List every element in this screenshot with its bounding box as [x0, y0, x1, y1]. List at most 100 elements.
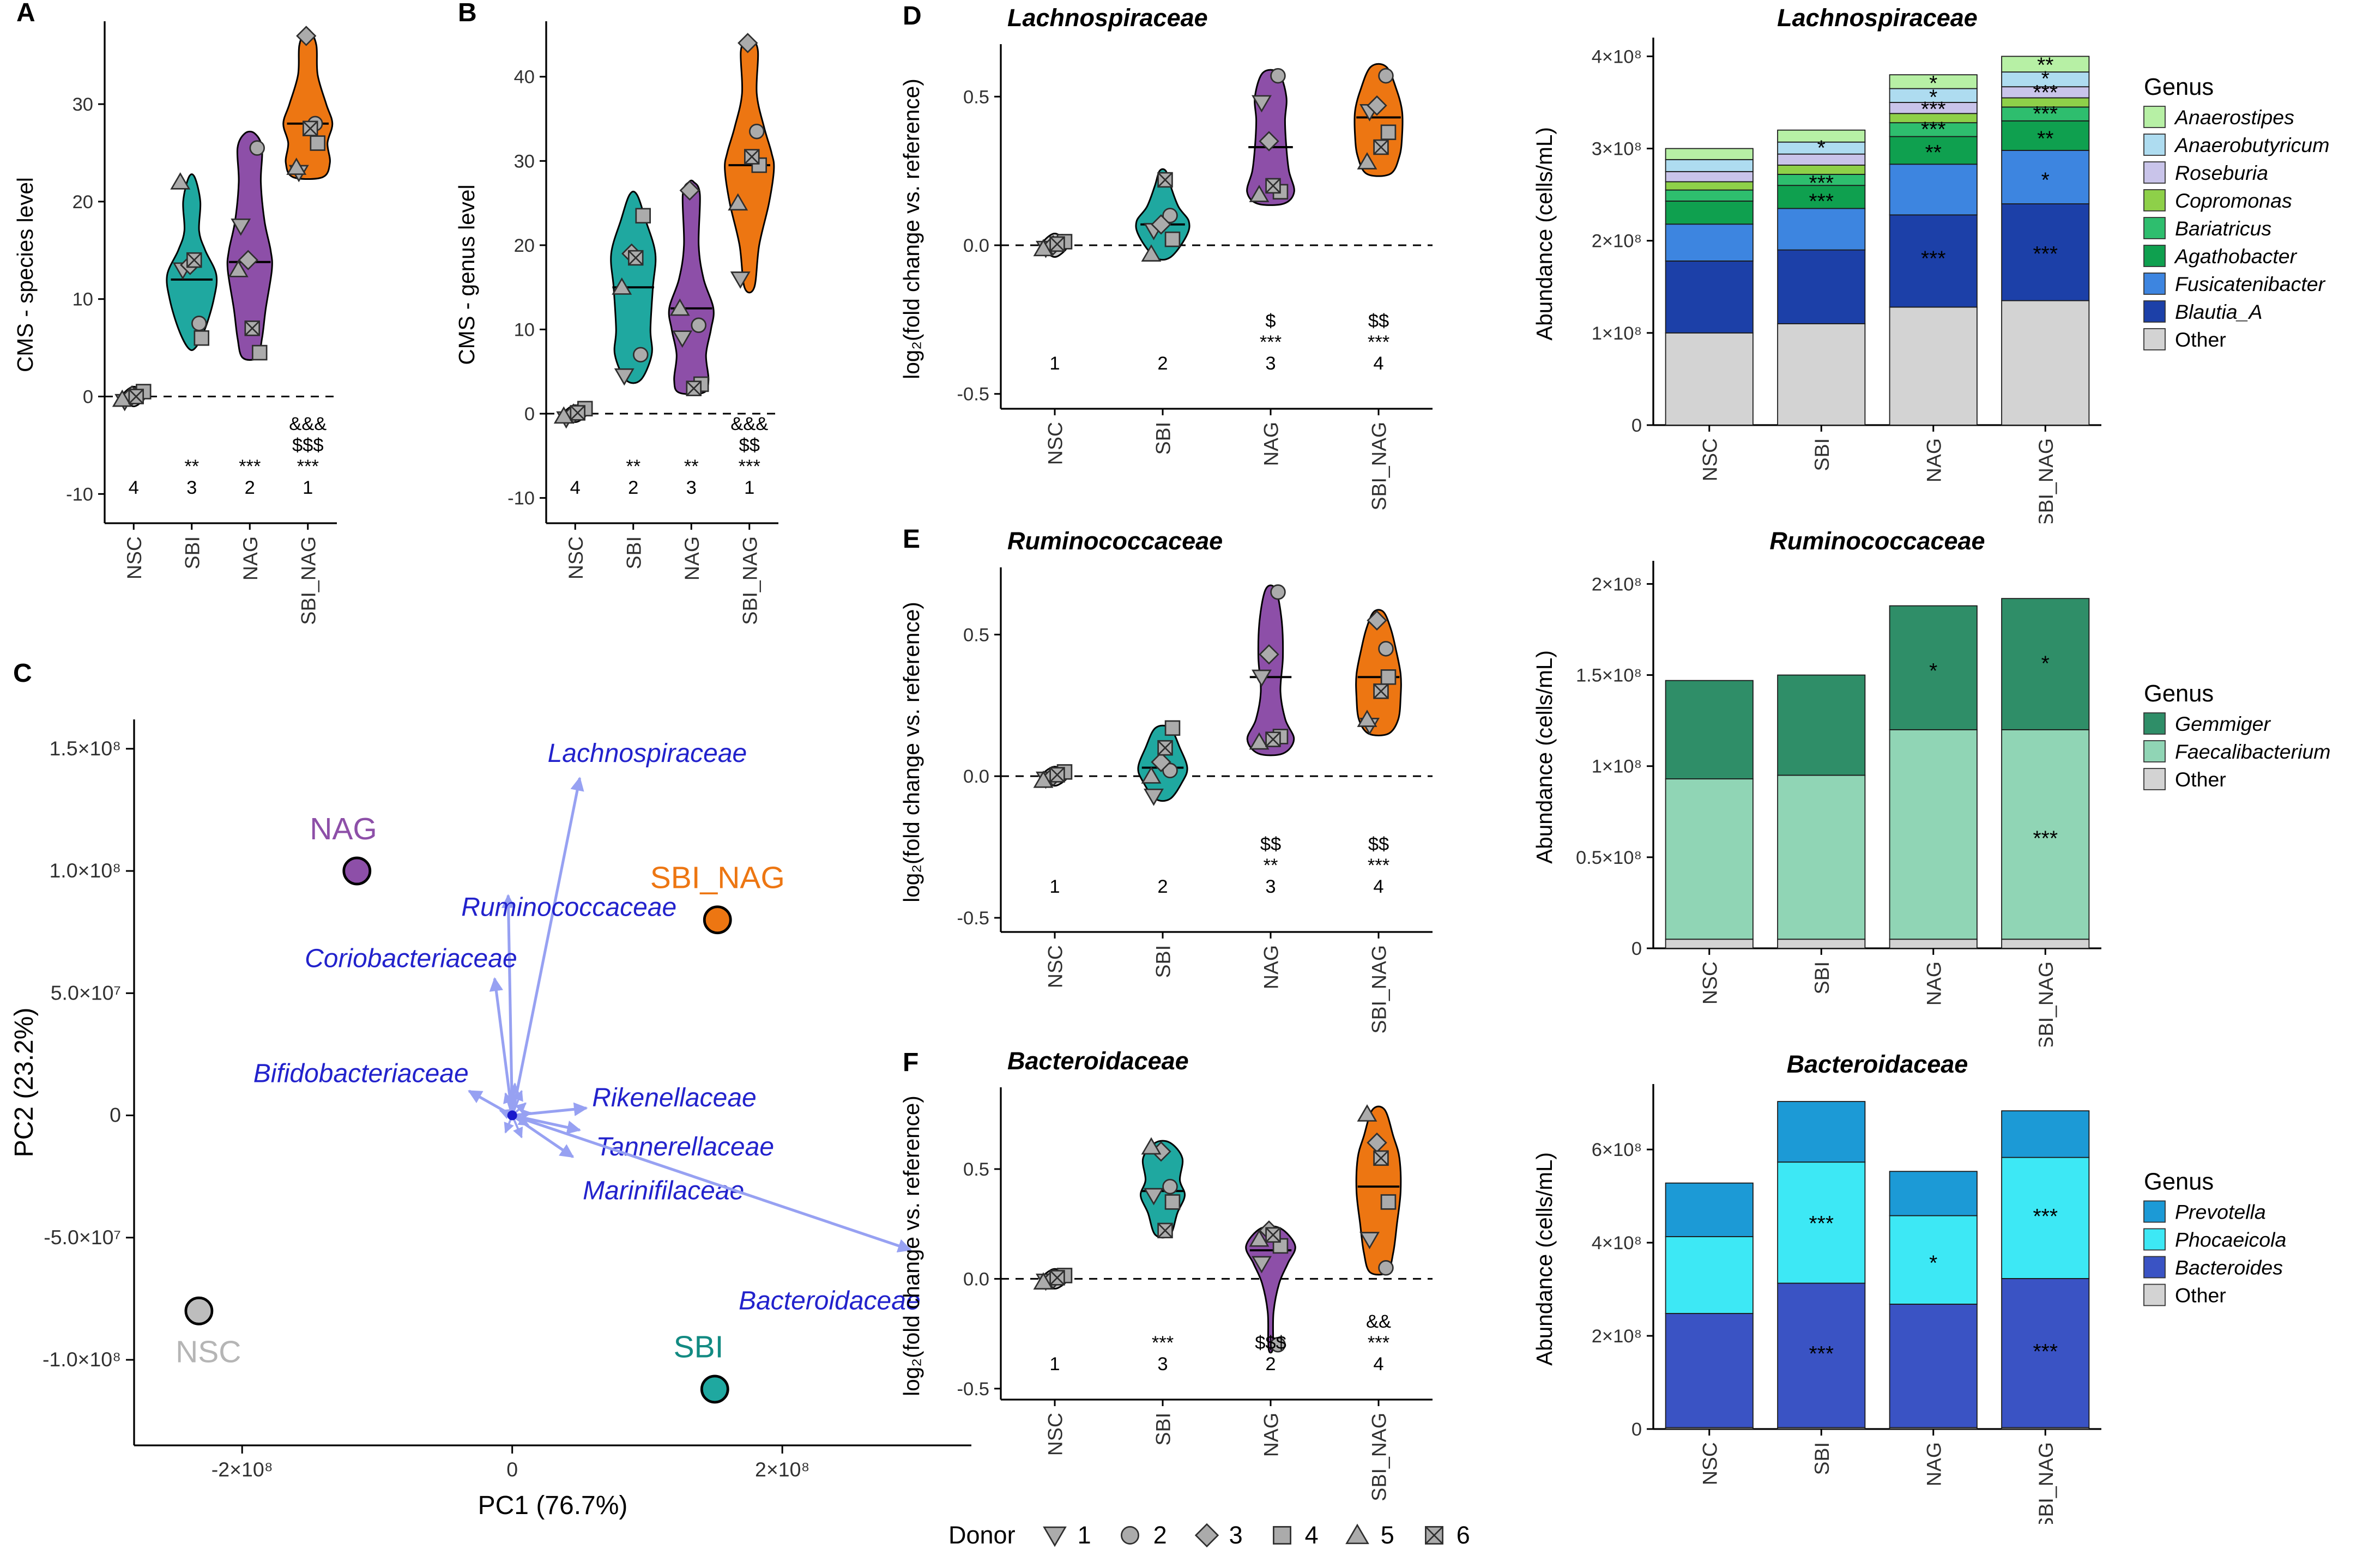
panel-b-violin-cms-genus: 40 30 20 10 0 -10 CMS - genus level NSC 4 SBI ** 2 N… — [448, 3, 791, 665]
bar-SBI-Fusicatenibacter — [1777, 208, 1866, 251]
triangle-down-point — [231, 218, 251, 236]
triangle-up-point — [1345, 1523, 1370, 1545]
loading-arrow-Bifidobacteriaceae — [468, 1089, 513, 1117]
donor-item-2: 2 — [1114, 1519, 1167, 1552]
sig-annotation: *** — [1809, 172, 1834, 195]
square-cross-point — [1049, 236, 1065, 252]
y-tick-label: 1.5×10⁸ — [1576, 665, 1642, 686]
y-tick-label: 1.5×10⁸ — [49, 737, 121, 760]
panel-e-bar-ruminococcaceae: 0 0.5×10⁸ 1×10⁸ 1.5×10⁸ 2×10⁸ Abundance (cell… — [1526, 526, 2371, 1055]
sig-annotation: 2 — [628, 477, 638, 498]
bactFC-svg: 0.5 0.0 -0.5 log₂(fold change vs. reference… — [899, 1047, 1433, 1502]
x-tick-label: SBI_NAG — [738, 536, 761, 625]
circle-point — [632, 347, 649, 363]
circle-point — [1162, 208, 1178, 223]
bar-NAG-Agathobacter — [1889, 136, 1978, 165]
diamond-point — [679, 180, 700, 201]
donor-legend-items: 1 2 3 4 5 6 — [1038, 1519, 1470, 1552]
ruminoAb-svg: 0 0.5×10⁸ 1×10⁸ 1.5×10⁸ 2×10⁸ Abundance (cell… — [1532, 527, 2331, 1050]
sig-annotation: ** — [626, 456, 640, 477]
diamond-icon — [1194, 1523, 1218, 1548]
bar-NAG-Blautia_A — [1889, 214, 1978, 308]
sig-annotation: *** — [1921, 247, 1946, 271]
bar-NSC-Anaerobutyricum — [1665, 159, 1754, 172]
square-point — [251, 344, 268, 361]
donor-item-label: 3 — [1229, 1521, 1243, 1549]
square-cross-point — [1373, 683, 1389, 699]
triangle-up-point — [112, 389, 132, 407]
sig-annotation: ** — [2037, 128, 2053, 151]
y-tick-label: 0.0 — [963, 235, 989, 256]
legend-title: Genus — [2144, 681, 2214, 707]
x-tick-label: -2×10⁸ — [211, 1458, 273, 1481]
legend-label: Agathobacter — [2174, 245, 2298, 268]
diamond-point — [1194, 1523, 1218, 1548]
x-tick-label: 2×10⁸ — [755, 1458, 809, 1481]
y-tick-label: 4×10⁸ — [1592, 46, 1642, 67]
sig-annotation: *** — [1809, 1342, 1834, 1366]
y-tick-label: 10 — [72, 289, 93, 310]
square-cross-point — [686, 380, 702, 396]
y-tick-label: 30 — [72, 94, 93, 115]
sig-annotation: *** — [1921, 98, 1946, 121]
y-axis-title: log₂(fold change vs. reference) — [899, 78, 924, 379]
bar-NSC-Roseburia — [1665, 171, 1754, 183]
triangle-up-point — [553, 406, 574, 424]
sig-annotation: *** — [239, 456, 261, 477]
circle-point — [1162, 1178, 1178, 1195]
square-point — [1380, 1194, 1397, 1210]
y-tick-label: 0 — [1631, 415, 1642, 436]
loading-arrow-Rikenellaceae — [512, 1102, 588, 1117]
sig-annotation: $$$ — [292, 435, 324, 456]
bar-NSC-Bacteroides — [1665, 1313, 1754, 1428]
triangle-down-point — [1252, 669, 1272, 687]
y-tick-label: -5.0×10⁷ — [44, 1226, 121, 1249]
y-tick-label: 40 — [514, 67, 535, 88]
bar-SBI-Blautia_A — [1777, 249, 1866, 324]
donor-item-label: 6 — [1456, 1521, 1470, 1549]
bar-NAG-Bacteroides — [1889, 1304, 1978, 1428]
x-axis-title: PC1 (76.7%) — [478, 1491, 628, 1520]
sig-annotation: ** — [184, 456, 199, 477]
triangle-down-point — [1252, 1256, 1272, 1274]
chart-title: Bacteroidaceae — [1007, 1050, 1189, 1075]
y-tick-label: -0.5 — [957, 908, 989, 929]
sig-annotation: 2 — [1157, 876, 1168, 897]
bar-SBI-Prevotella — [1777, 1101, 1866, 1163]
square-cross-point — [1049, 767, 1065, 783]
sig-annotation: 4 — [1373, 876, 1383, 897]
diamond-point — [1151, 752, 1171, 772]
legend-label: Other — [2175, 328, 2226, 351]
bar-SBI_NAG-Blautia_A — [2001, 203, 2090, 301]
ruminoFC-svg: 0.5 0.0 -0.5 log₂(fold change vs. reference… — [899, 527, 1433, 1034]
sig-annotation: * — [1929, 72, 1937, 95]
sig-annotation: *** — [739, 456, 760, 477]
sig-annotation: 1 — [1049, 1354, 1060, 1375]
circle-point — [1162, 762, 1178, 779]
triangle-down-point — [1042, 1526, 1067, 1547]
y-tick-label: -0.5 — [957, 1379, 989, 1400]
x-tick-label: NSC — [1698, 961, 1721, 1004]
x-tick-label: NAG — [239, 536, 262, 580]
square-icon — [1272, 1526, 1291, 1545]
sig-annotation: 1 — [303, 477, 313, 498]
panel-f-violin-bacteroidaceae: 0.5 0.0 -0.5 log₂(fold change vs. reference… — [893, 1047, 1449, 1532]
lachnoAb-svg: 0 1×10⁸ 2×10⁸ 3×10⁸ 4×10⁸ Abundance (cells/mL… — [1532, 4, 2329, 527]
bar-SBI_NAG-Faecalibacterium — [2001, 729, 2090, 940]
square-point — [1164, 1194, 1181, 1210]
x-tick-label: SBI_NAG — [2034, 438, 2057, 523]
triangle-down-point — [1359, 1232, 1380, 1250]
circle-point — [691, 317, 706, 333]
diamond-point — [1151, 214, 1171, 235]
y-axis-title: Abundance (cells/mL) — [1532, 650, 1557, 864]
y-axis-title: log₂(fold change vs. reference) — [899, 1095, 924, 1396]
panel-e-violin-ruminococcaceae: 0.5 0.0 -0.5 log₂(fold change vs. reference… — [893, 526, 1449, 1055]
square-cross-point — [1157, 740, 1173, 756]
bar-NAG-Phocaeicola — [1889, 1215, 1978, 1305]
sig-annotation: 4 — [1373, 353, 1383, 374]
x-tick-label: NSC — [1698, 438, 1721, 481]
bar-SBI_NAG-Fusicatenibacter — [2001, 150, 2090, 204]
bar-SBI_NAG-Prevotella — [2001, 1110, 2090, 1158]
y-axis-title: CMS - species level — [13, 177, 38, 372]
sig-annotation: * — [2041, 68, 2050, 91]
